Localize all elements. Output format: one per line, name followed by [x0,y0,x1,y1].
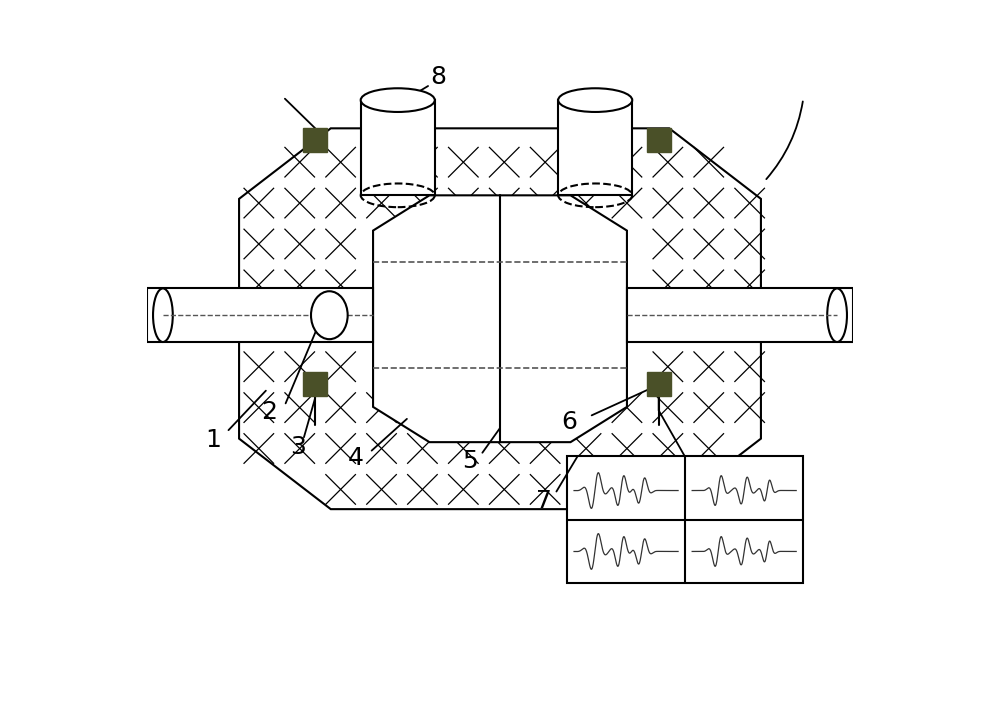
Text: 8: 8 [431,65,447,88]
Ellipse shape [558,88,632,112]
Text: 5: 5 [463,449,478,473]
Text: 6: 6 [561,411,577,435]
Text: 2: 2 [261,400,277,424]
Ellipse shape [361,88,435,112]
Ellipse shape [827,288,847,342]
Polygon shape [239,128,761,509]
Bar [647,128,671,152]
Bar [303,372,327,396]
Polygon shape [373,195,627,442]
Polygon shape [558,100,632,195]
Bar [303,128,327,152]
Bar [647,372,671,396]
Polygon shape [147,288,373,342]
Polygon shape [627,288,853,342]
Ellipse shape [153,288,173,342]
Polygon shape [361,100,435,195]
Text: 4: 4 [348,445,364,469]
Ellipse shape [311,291,348,339]
Text: 1: 1 [205,428,221,452]
Text: 3: 3 [290,435,306,459]
Polygon shape [567,456,803,583]
Text: 7: 7 [536,489,552,513]
